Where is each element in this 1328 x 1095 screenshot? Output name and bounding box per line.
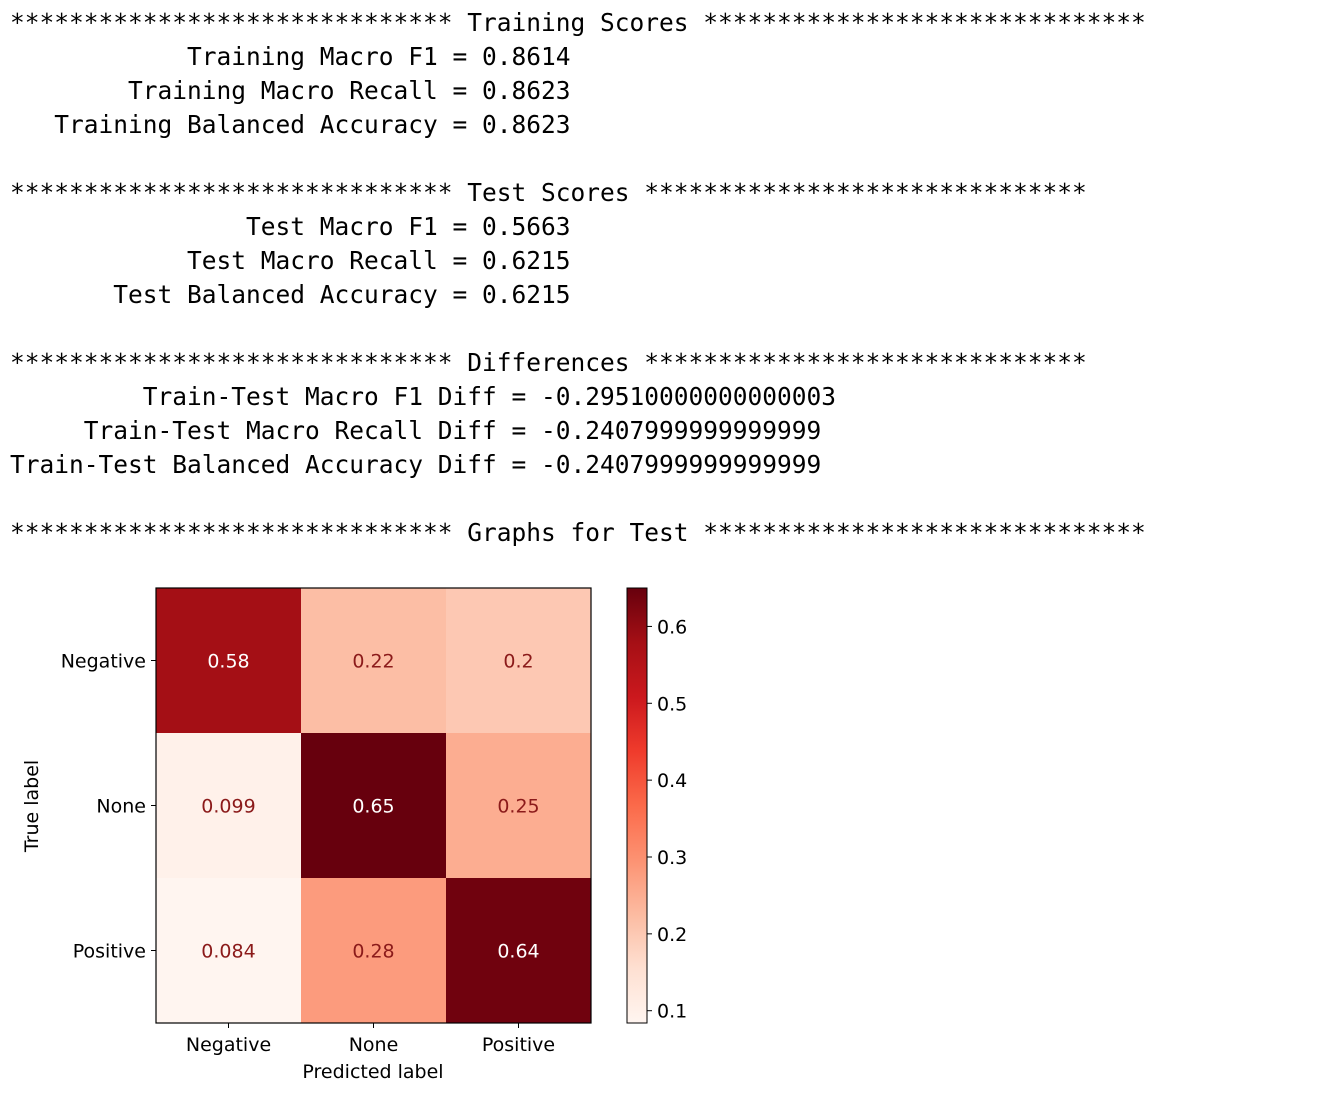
score-line: Train-Test Macro F1 Diff = -0.2951000000… xyxy=(10,382,837,411)
colorbar xyxy=(626,587,648,1024)
notebook-output: ****************************** Training … xyxy=(10,6,1146,550)
x-tick-label: None xyxy=(349,1034,399,1056)
heatmap-cell xyxy=(301,733,447,879)
x-tick-label: Negative xyxy=(186,1034,271,1056)
colorbar-tick-label: 0.2 xyxy=(657,924,687,946)
cell-value-label: 0.2 xyxy=(503,651,533,673)
heatmap-cells xyxy=(156,588,592,1024)
score-line xyxy=(10,312,1146,346)
y-axis-label: True label xyxy=(21,760,43,853)
score-line: Train-Test Macro Recall Diff = -0.240799… xyxy=(10,416,822,445)
score-line: Training Macro F1 = 0.8614 xyxy=(10,42,571,71)
cell-value-label: 0.084 xyxy=(201,941,255,963)
score-line: Test Macro Recall = 0.6215 xyxy=(10,246,571,275)
section-header-line: ****************************** Training … xyxy=(10,8,1146,37)
cell-value-label: 0.22 xyxy=(352,651,394,673)
cell-value-label: 0.64 xyxy=(497,941,539,963)
x-axis-ticks: Negative None Positive xyxy=(186,1023,555,1056)
colorbar-ticks: 0.1 0.2 0.3 0.4 0.5 0.6 xyxy=(647,616,687,1023)
heatmap-cell xyxy=(156,588,302,734)
section-header-line: ****************************** Test Scor… xyxy=(10,178,1087,207)
colorbar-tick-label: 0.6 xyxy=(657,616,687,638)
score-line: Test Balanced Accuracy = 0.6215 xyxy=(10,280,571,309)
cell-value-label: 0.28 xyxy=(352,941,394,963)
score-line xyxy=(10,482,1146,516)
heatmap-cell xyxy=(446,878,592,1024)
heatmap-cell xyxy=(156,733,302,879)
cell-value-label: 0.25 xyxy=(497,796,539,818)
colorbar-tick-label: 0.3 xyxy=(657,847,687,869)
score-line: Training Balanced Accuracy = 0.8623 xyxy=(10,110,571,139)
cell-value-label: 0.099 xyxy=(201,796,255,818)
score-line xyxy=(10,142,1146,176)
confusion-matrix-svg: 0.58 0.22 0.2 0.099 0.65 0.25 0.084 0.28 0.64 Ne… xyxy=(21,587,687,1083)
section-header-line: ****************************** Differenc… xyxy=(10,348,1087,377)
x-tick-label: Positive xyxy=(482,1034,555,1056)
y-tick-label: None xyxy=(96,796,146,818)
cell-value-label: 0.58 xyxy=(207,651,249,673)
score-line: Test Macro F1 = 0.5663 xyxy=(10,212,571,241)
score-line: Train-Test Balanced Accuracy Diff = -0.2… xyxy=(10,450,822,479)
cell-value-label: 0.65 xyxy=(352,796,394,818)
heatmap-cell xyxy=(301,878,447,1024)
colorbar-tick-label: 0.5 xyxy=(657,693,687,715)
heatmap-cell xyxy=(446,588,592,734)
confusion-matrix-figure: 0.58 0.22 0.2 0.099 0.65 0.25 0.084 0.28 0.64 Ne… xyxy=(0,560,760,1090)
heatmap-cell-labels: 0.58 0.22 0.2 0.099 0.65 0.25 0.084 0.28 0.64 xyxy=(201,651,539,963)
heatmap-cell xyxy=(301,588,447,734)
score-line: Training Macro Recall = 0.8623 xyxy=(10,76,571,105)
x-axis-label: Predicted label xyxy=(302,1061,443,1083)
colorbar-tick-label: 0.1 xyxy=(657,1001,687,1023)
heatmap-cell xyxy=(156,878,302,1024)
y-tick-label: Negative xyxy=(61,651,146,673)
colorbar-tick-label: 0.4 xyxy=(657,770,687,792)
section-header-line: ****************************** Graphs fo… xyxy=(10,518,1146,547)
y-tick-label: Positive xyxy=(73,941,146,963)
heatmap-cell xyxy=(446,733,592,879)
y-axis-ticks: Negative None Positive xyxy=(61,651,156,963)
